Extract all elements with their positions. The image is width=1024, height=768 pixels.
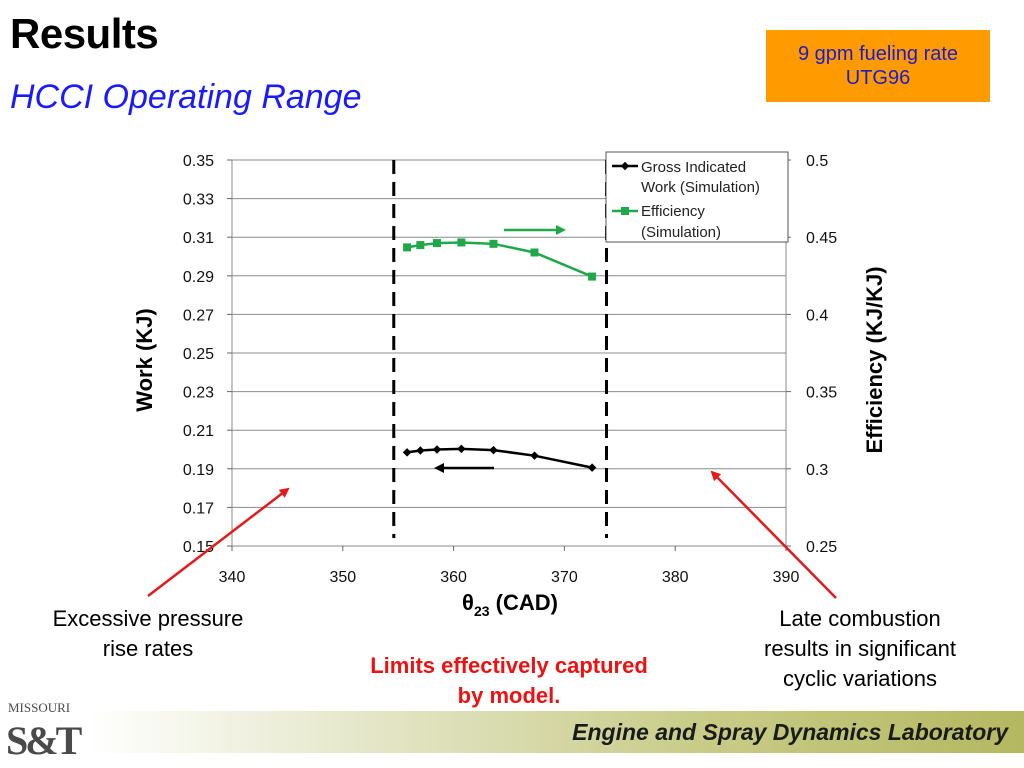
data-point — [587, 463, 597, 472]
y-right-tick-label: 0.35 — [806, 385, 837, 402]
slide-subtitle: HCCI Operating Range — [10, 78, 362, 116]
y-left-tick-label: 0.21 — [183, 423, 214, 440]
y-left-tick-label: 0.31 — [183, 230, 214, 247]
data-point — [403, 243, 412, 252]
data-point — [457, 444, 466, 454]
y-right-tick-label: 0.5 — [806, 153, 828, 170]
x-axis-label-theta: θ — [462, 590, 474, 615]
x-tick-label: 360 — [440, 569, 467, 586]
note-excessive-pressure: Excessive pressure rise rates — [20, 604, 276, 664]
logo-main-text: S&T — [6, 718, 83, 763]
y-left-tick-label: 0.25 — [183, 346, 214, 363]
y-left-tick-label: 0.19 — [183, 462, 214, 479]
note-right-line-3: cyclic variations — [782, 666, 938, 691]
note-late-combustion: Late combustion results in significant c… — [730, 604, 990, 694]
legend-work-line1: Gross Indicated — [641, 159, 746, 176]
data-point — [489, 445, 498, 455]
note-center-line-2: by model. — [457, 683, 561, 708]
note-limits-captured: Limits effectively captured by model. — [330, 651, 688, 711]
y-right-tick-label: 0.4 — [806, 307, 828, 324]
data-point — [432, 445, 442, 454]
efficiency-axis-arrow-head — [556, 225, 566, 235]
x-axis-label-unit: (CAD) — [490, 590, 558, 615]
x-tick-label: 340 — [219, 569, 246, 586]
data-point — [489, 239, 498, 248]
series-lines — [402, 238, 597, 472]
y-left-tick-label: 0.23 — [183, 385, 214, 402]
data-point — [432, 239, 441, 248]
x-axis-label-subscript: 23 — [474, 603, 490, 619]
limit-lines — [392, 160, 609, 538]
note-left-line-1: Excessive pressure — [52, 606, 244, 631]
fueling-rate-badge: 9 gpm fueling rate UTG96 — [766, 30, 990, 102]
note-left-line-2: rise rates — [102, 636, 194, 661]
x-tick-label: 390 — [773, 569, 800, 586]
legend-efficiency-line2: (Simulation) — [641, 224, 721, 241]
y-left-tick-label: 0.27 — [183, 307, 214, 324]
legend-work-line2: Work (Simulation) — [641, 179, 760, 196]
data-point — [530, 451, 539, 460]
badge-line-2: UTG96 — [845, 67, 911, 89]
y-axis-right-label: Efficiency (KJ/KJ) — [862, 266, 887, 453]
data-point — [457, 238, 466, 247]
legend-efficiency-marker — [621, 207, 629, 215]
y-left-tick-label: 0.33 — [183, 192, 214, 209]
axis-arrows — [434, 225, 566, 473]
badge-line-1: 9 gpm fueling rate — [797, 43, 959, 65]
note-center-line-1: Limits effectively captured — [370, 653, 648, 678]
x-tick-label: 350 — [329, 569, 356, 586]
work-axis-arrow-head — [434, 463, 444, 473]
y-right-tick-label: 0.3 — [806, 462, 828, 479]
x-tick-label: 370 — [551, 569, 578, 586]
y-left-tick-label: 0.35 — [183, 153, 214, 170]
data-point — [530, 248, 539, 257]
legend-efficiency-line1: Efficiency — [641, 203, 705, 220]
legend: Gross Indicated Work (Simulation) Effici… — [605, 151, 789, 243]
y-left-tick-label: 0.29 — [183, 269, 214, 286]
y-left-tick-label: 0.17 — [183, 500, 214, 517]
university-logo: MISSOURI S&T — [6, 700, 86, 763]
note-right-line-1: Late combustion — [779, 606, 941, 631]
logo-top-text: MISSOURI — [8, 700, 70, 715]
right-limit-callout-arrow — [710, 470, 837, 599]
left-limit-callout-arrow — [147, 487, 290, 597]
y-axis-left-label: Work (KJ) — [132, 308, 157, 412]
slide-title: Results — [10, 10, 159, 57]
data-point — [416, 241, 425, 250]
footer-lab-name: Engine and Spray Dynamics Laboratory — [572, 719, 1008, 745]
data-point — [416, 446, 425, 455]
y-right-tick-label: 0.45 — [806, 230, 837, 247]
y-right-tick-label: 0.25 — [806, 539, 837, 556]
note-right-line-2: results in significant — [764, 636, 956, 661]
data-point — [402, 448, 412, 457]
x-axis-label: θ23 (CAD) — [462, 590, 558, 619]
series-line — [406, 241, 593, 278]
footer-bar: Engine and Spray Dynamics Laboratory — [88, 711, 1024, 753]
data-point — [588, 272, 597, 281]
axis-ticks: 0.150.170.190.210.230.250.270.290.310.33… — [183, 153, 837, 586]
x-tick-label: 380 — [662, 569, 689, 586]
series-line — [406, 447, 593, 469]
